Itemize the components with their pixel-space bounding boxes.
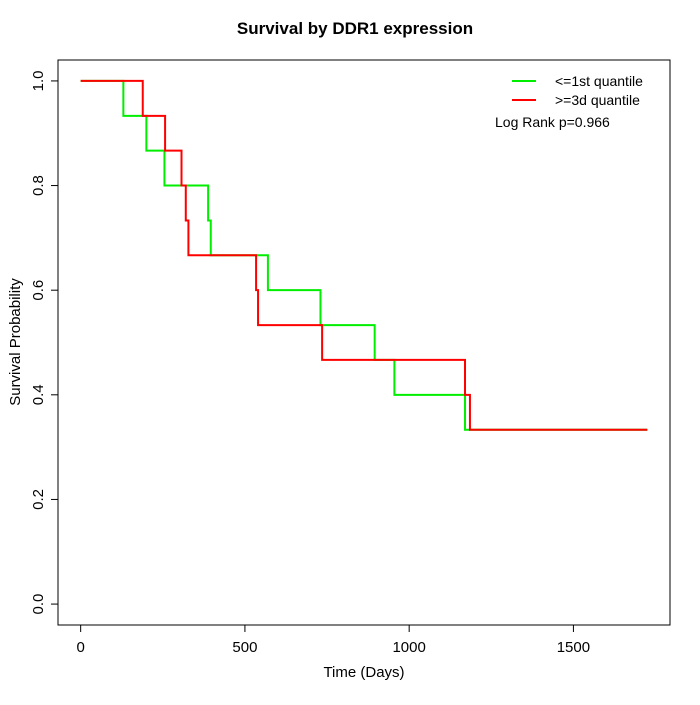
x-axis-label: Time (Days): [323, 664, 404, 681]
x-tick-label: 1500: [557, 639, 590, 656]
curve-3d-quantile: [80, 79, 648, 431]
y-tick-label: 0.4: [30, 384, 47, 405]
x-tick-label: 500: [232, 639, 257, 656]
logrank-annotation: Log Rank p=0.966: [495, 114, 610, 130]
legend: <=1st quantile >=3d quantile Log Rank p=…: [495, 73, 643, 130]
y-tick-label: 0.2: [30, 489, 47, 510]
y-tick-label: 0.6: [30, 280, 47, 301]
survival-curves: [80, 79, 648, 431]
x-tick-label: 0: [76, 639, 84, 656]
chart-title: Survival by DDR1 expression: [237, 19, 473, 38]
y-tick-label: 0.8: [30, 175, 47, 196]
y-tick-label: 0.0: [30, 594, 47, 615]
y-axis-label: Survival Probability: [7, 278, 24, 406]
legend-label-1st-quantile: <=1st quantile: [555, 73, 643, 89]
plot-border: [57, 59, 671, 626]
y-tick-label: 1.0: [30, 70, 47, 91]
legend-label-3d-quantile: >=3d quantile: [555, 92, 640, 108]
x-tick-label: 1000: [392, 639, 425, 656]
axis-ticks: 0 500 1000 1500 0.0 0.2 0.4 0.6 0.8 1.0: [30, 70, 590, 656]
